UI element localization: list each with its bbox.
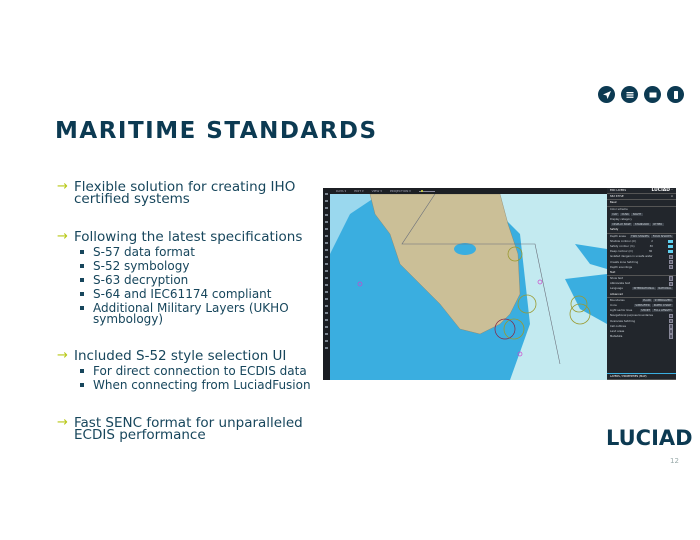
app-brand: LUCIAD: [651, 188, 670, 193]
page-title: MARITIME STANDARDS: [55, 118, 378, 144]
simplified-button[interactable]: SIMPLIFIED: [633, 304, 652, 308]
checkbox[interactable]: [668, 276, 673, 281]
arrow-icon: →: [57, 348, 68, 363]
full-length-button[interactable]: FULL LENGTH: [652, 309, 673, 313]
arrow-icon: →: [57, 415, 68, 430]
left-toolbar: [323, 188, 330, 380]
menu-edit[interactable]: EDIT ▾: [354, 189, 364, 193]
s52-style-panel: ENC LAYERS ⌃ S52 STYLE × Basic Color schem…: [607, 188, 676, 380]
checkbox[interactable]: [668, 329, 673, 334]
checkbox[interactable]: [668, 318, 673, 324]
standard-button[interactable]: STANDARD: [633, 223, 651, 227]
top-toolbar: DATA ▾ EDIT ▾ VIEW ▾ PROJECTION ▾: [330, 188, 607, 194]
window-icon[interactable]: [644, 86, 661, 103]
checkbox[interactable]: [668, 259, 673, 265]
day-button[interactable]: DAY: [611, 212, 620, 216]
zoom-slider[interactable]: [418, 189, 435, 192]
plain-button[interactable]: PLAIN: [641, 298, 653, 302]
page-number: 12: [670, 457, 679, 465]
arrow-icon: →: [57, 179, 68, 194]
ecdis-screenshot: DATA ▾ EDIT ▾ VIEW ▾ PROJECTION ▾ ENC LA…: [323, 188, 676, 380]
dusk-button[interactable]: DUSK: [620, 212, 631, 216]
mobile-icon[interactable]: [667, 86, 684, 103]
national-button[interactable]: NATIONAL: [656, 287, 673, 291]
panel-header-layers: ENC LAYERS ⌃: [607, 188, 676, 195]
four-shades-button[interactable]: FOUR SHADES: [651, 234, 673, 238]
checkbox[interactable]: [668, 313, 673, 319]
menu-icon[interactable]: [621, 86, 638, 103]
checkbox[interactable]: [668, 254, 673, 260]
two-shades-button[interactable]: TWO SHADES: [629, 234, 651, 238]
menu-projection[interactable]: PROJECTION ▾: [389, 189, 411, 193]
slide-nav: [598, 86, 684, 103]
luciad-logo: LUCIAD: [606, 426, 693, 450]
checkbox[interactable]: [668, 324, 673, 329]
short-button[interactable]: SHORT: [639, 309, 652, 313]
checkbox[interactable]: [668, 281, 673, 287]
checkbox[interactable]: [668, 334, 673, 339]
international-button[interactable]: INTERNATIONAL: [632, 287, 656, 291]
arrow-icon: →: [57, 229, 68, 244]
chart-map[interactable]: [330, 194, 607, 380]
menu-view[interactable]: VIEW ▾: [371, 189, 382, 193]
display-base-button[interactable]: DISPLAY BASE: [611, 223, 633, 227]
menu-data[interactable]: DATA ▾: [336, 189, 347, 193]
paper-chart-button[interactable]: PAPER CHART: [652, 304, 673, 308]
navigate-icon[interactable]: [598, 86, 615, 103]
symbolized-button[interactable]: SYMBOLIZED: [653, 298, 673, 302]
other-button[interactable]: OTHER: [651, 223, 664, 227]
checkbox[interactable]: [668, 264, 673, 270]
night-button[interactable]: NIGHT: [631, 212, 643, 216]
